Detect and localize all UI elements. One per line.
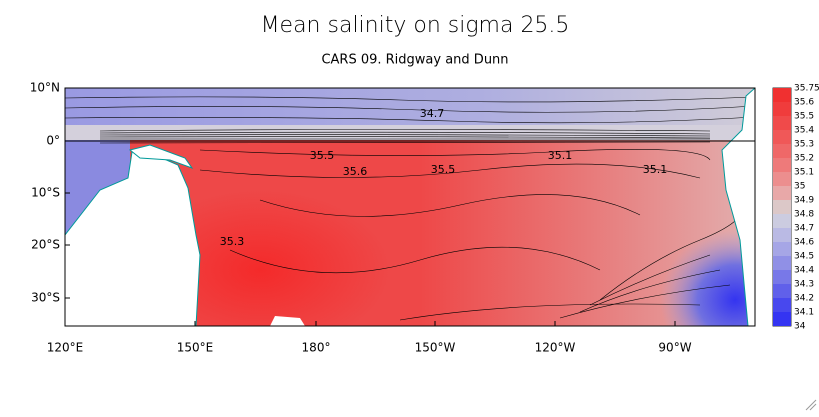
contour-label: 35.6 — [343, 165, 368, 178]
colorbar-box — [773, 256, 791, 270]
colorbar-box — [773, 88, 791, 102]
colorbar-label: 35.6 — [794, 98, 814, 108]
lon-label: 150°W — [415, 341, 456, 355]
colorbar-label: 35.2 — [794, 154, 814, 164]
colorbar-box — [773, 144, 791, 158]
colorbar-box — [773, 172, 791, 186]
lat-label: 10°N — [30, 81, 60, 95]
colorbar-box — [773, 130, 791, 144]
colorbar-label: 35.75 — [794, 84, 819, 94]
subtitle: CARS 09. Ridgway and Dunn — [321, 53, 508, 68]
contour-label: 35.5 — [431, 163, 456, 176]
colorbar-box — [773, 312, 791, 326]
colorbar-label: 35.5 — [794, 112, 814, 122]
lon-label: 150°E — [177, 341, 214, 355]
contour-label: 35.1 — [643, 163, 668, 176]
colorbar-label: 34.2 — [794, 294, 814, 304]
lon-label: 90°W — [658, 341, 691, 355]
lat-label: 10°S — [31, 186, 60, 200]
colorbar-label: 34.9 — [794, 196, 814, 206]
lon-label: 180° — [302, 341, 331, 355]
colorbar-box — [773, 298, 791, 312]
colorbar-label: 34.8 — [794, 210, 814, 220]
title: Mean salinity on sigma 25.5 — [261, 13, 570, 38]
colorbar-box — [773, 158, 791, 172]
map-frame — [64, 87, 756, 327]
colorbar-box — [773, 214, 791, 228]
contour-label: 35.3 — [220, 235, 245, 248]
contour-label: 35.5 — [310, 149, 335, 162]
contour-label: 34.7 — [420, 107, 445, 120]
colorbar-box — [773, 200, 791, 214]
colorbar-label: 34.1 — [794, 308, 814, 318]
colorbar-label: 34 — [794, 322, 806, 332]
colorbar-label: 35 — [794, 182, 805, 192]
colorbar-label: 34.3 — [794, 280, 814, 290]
colorbar-label: 34.6 — [794, 238, 814, 248]
salinity-field — [65, 88, 755, 326]
colorbar-label: 35.4 — [794, 126, 814, 136]
lat-label: 30°S — [31, 291, 60, 305]
colorbar-box — [773, 228, 791, 242]
lon-label: 120°W — [535, 341, 576, 355]
colorbar-box — [773, 284, 791, 298]
colorbar-label: 34.4 — [794, 266, 814, 276]
colorbar-box — [773, 186, 791, 200]
colorbar-label: 34.5 — [794, 252, 814, 262]
colorbar-box — [773, 242, 791, 256]
lat-label: 0° — [46, 134, 60, 148]
resize-grip — [805, 399, 817, 411]
colorbar-box — [773, 116, 791, 130]
colorbar-label: 35.3 — [794, 140, 814, 150]
colorbar-box — [773, 270, 791, 284]
lat-label: 20°S — [31, 238, 60, 252]
contour-label: 35.1 — [548, 149, 573, 162]
colorbar-label: 34.7 — [794, 224, 814, 234]
colorbar-label: 35.1 — [794, 168, 814, 178]
colorbar-box — [773, 102, 791, 116]
lon-label: 120°E — [47, 341, 84, 355]
